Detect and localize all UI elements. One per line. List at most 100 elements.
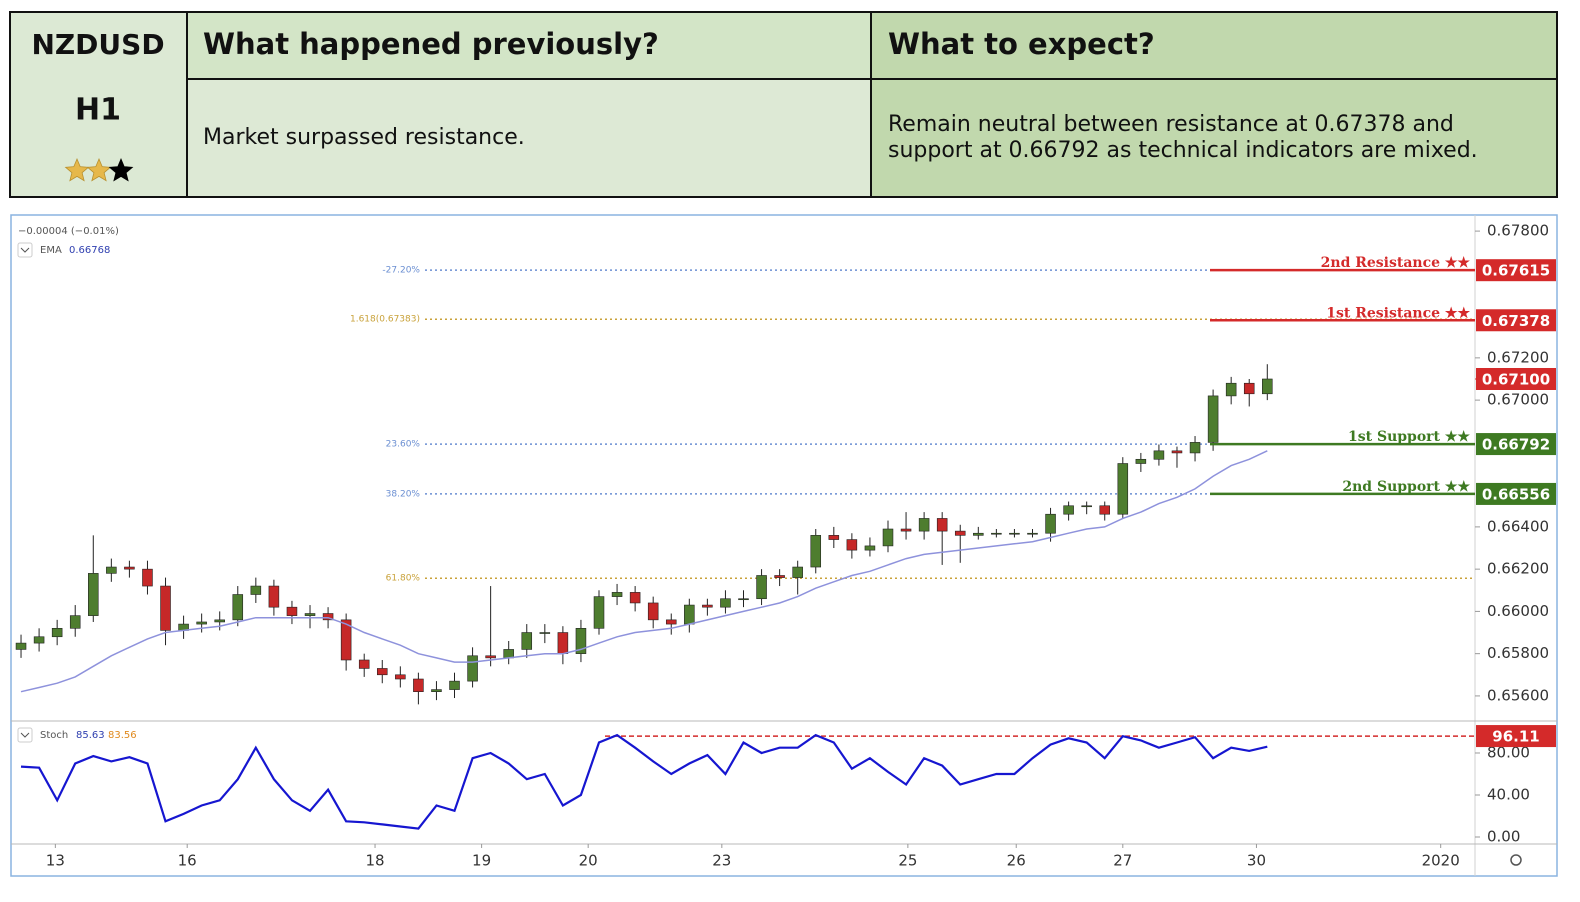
cell-bg <box>187 79 871 197</box>
legend-value: 83.56 <box>108 730 137 741</box>
candle-body <box>88 573 99 616</box>
y-tick-label: 0.65600 <box>1487 686 1549 704</box>
candle-body <box>395 674 406 680</box>
candle-body <box>575 628 587 654</box>
candle-body <box>684 604 695 625</box>
x-tick-label: 23 <box>712 852 731 870</box>
level-price-bg <box>1476 482 1556 505</box>
candle-body <box>196 621 207 625</box>
x-tick-label: 27 <box>1113 852 1132 870</box>
candle-body <box>665 619 677 625</box>
candle-body <box>1189 442 1201 454</box>
timeframe: H1 <box>75 93 121 128</box>
candle-body <box>539 632 551 634</box>
expect-text: Remain neutral between resistance at 0.6… <box>888 112 1454 137</box>
candle-body <box>250 585 262 595</box>
candle-body <box>1045 513 1056 534</box>
candle-body <box>358 659 370 669</box>
y-tick-label: 0.65800 <box>1487 644 1549 662</box>
candle-body <box>918 518 930 532</box>
candle-body <box>413 678 424 692</box>
candle-body <box>485 655 496 659</box>
candle-body <box>160 585 171 631</box>
candle-body <box>792 566 803 578</box>
candle-body <box>991 532 1002 535</box>
candle-body <box>142 568 153 587</box>
candle-body <box>1063 505 1074 515</box>
candle-body <box>1171 450 1183 454</box>
level-name: 2nd Resistance ★★ <box>1321 255 1471 271</box>
candle-body <box>593 596 605 629</box>
pair: NZDUSD <box>31 28 164 61</box>
legend-value: 0.66768 <box>69 245 110 256</box>
y-tick-label: 0.00 <box>1487 828 1520 846</box>
level-name: 1st Resistance ★★ <box>1326 305 1470 321</box>
collapse-button[interactable] <box>17 727 33 743</box>
cell-bg <box>871 12 1557 197</box>
candle-body <box>936 518 948 532</box>
x-tick-label: 30 <box>1247 852 1266 870</box>
y-tick-label: 0.66200 <box>1487 560 1549 578</box>
candle-body <box>33 636 45 644</box>
chart-frame <box>10 214 1558 877</box>
candle-body <box>1153 450 1165 460</box>
candle-body <box>900 528 912 532</box>
level-price-bg <box>1476 309 1556 332</box>
candle-body <box>214 619 225 623</box>
settings-icon[interactable] <box>1510 854 1522 866</box>
candle-body <box>1081 505 1092 508</box>
chevron <box>20 247 30 253</box>
fib-label: 61.80% <box>386 574 421 584</box>
chevron <box>20 732 30 738</box>
candle-body <box>106 566 117 574</box>
level-price-bg <box>1476 725 1556 748</box>
candle-body <box>810 535 822 568</box>
legend-value: 85.63 <box>76 730 105 741</box>
candle-body <box>15 642 27 650</box>
candle-body <box>720 598 731 608</box>
candle-body <box>376 668 388 676</box>
x-tick-label: 19 <box>472 852 491 870</box>
candle-body <box>647 602 659 621</box>
candle-body <box>1009 532 1020 535</box>
candle-body <box>864 545 876 551</box>
level-name: 2nd Support ★★ <box>1342 479 1470 495</box>
cell-bg <box>187 12 871 79</box>
y-tick-label: 0.66000 <box>1487 602 1549 620</box>
candle-body <box>629 592 641 604</box>
level-price: 0.67615 <box>1482 262 1550 280</box>
y-tick-label: 0.66400 <box>1487 517 1549 535</box>
level-price: 96.11 <box>1492 728 1539 746</box>
x-tick-label: 2020 <box>1422 852 1460 870</box>
x-tick-label: 26 <box>1007 852 1026 870</box>
candle-body <box>51 628 63 638</box>
last-price: 0.67100 <box>1482 370 1550 388</box>
candle-body <box>232 594 244 621</box>
level-price: 0.66792 <box>1482 436 1550 454</box>
candle-body <box>124 566 135 570</box>
candle-body <box>268 585 280 608</box>
candle-body <box>1117 463 1129 515</box>
x-tick-label: 18 <box>365 852 384 870</box>
collapse-button[interactable] <box>17 242 33 258</box>
y-tick-label: 0.67000 <box>1487 391 1549 409</box>
candle-body <box>1207 395 1219 443</box>
candle-body <box>449 680 460 690</box>
candle-body <box>467 655 478 682</box>
previous-text: Market surpassed resistance. <box>203 125 525 150</box>
ema-line <box>20 450 1268 693</box>
candle-body <box>882 528 894 547</box>
candle-body <box>521 632 533 650</box>
x-tick-label: 25 <box>898 852 917 870</box>
table-border <box>9 11 1558 198</box>
y-tick-label: 80.00 <box>1487 743 1530 761</box>
level-price-bg <box>1476 259 1556 282</box>
candle-body <box>69 615 81 629</box>
fib-label: -27.20% <box>382 266 420 276</box>
x-tick-label: 16 <box>178 852 197 870</box>
fib-label: 1.618(0.67383) <box>350 315 420 325</box>
star <box>86 157 112 182</box>
star <box>64 157 90 182</box>
